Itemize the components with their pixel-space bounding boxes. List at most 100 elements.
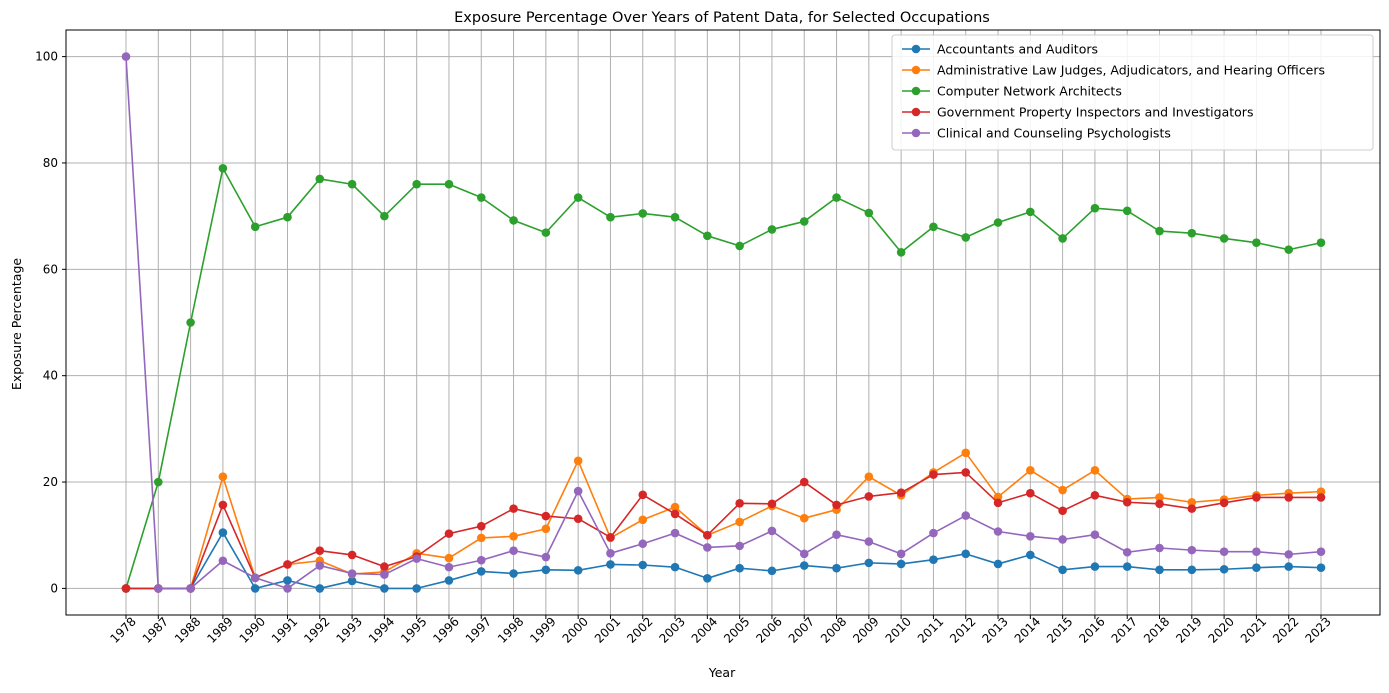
data-point [638, 515, 648, 525]
data-point [1219, 498, 1229, 508]
data-point [993, 498, 1003, 508]
data-point [1090, 203, 1100, 213]
data-point [606, 533, 615, 542]
data-point [541, 228, 551, 237]
data-point [1284, 562, 1294, 571]
data-point [1187, 504, 1197, 513]
data-point [1316, 547, 1326, 557]
data-point [509, 216, 518, 225]
data-point [896, 559, 906, 569]
data-point [799, 561, 809, 570]
data-point [961, 233, 971, 242]
data-point [1284, 245, 1294, 254]
data-point [1058, 565, 1067, 575]
data-point [347, 569, 357, 578]
legend-item: Administrative Law Judges, Adjudicators,… [902, 63, 1325, 78]
data-point [1155, 565, 1164, 575]
data-point [832, 500, 841, 510]
data-point [638, 490, 648, 500]
data-point [573, 456, 583, 466]
data-point [1122, 562, 1132, 571]
legend-item: Accountants and Auditors [902, 42, 1098, 57]
data-point [993, 218, 1003, 227]
data-point [735, 517, 744, 527]
data-point [1219, 234, 1229, 243]
data-point [767, 566, 777, 576]
data-point [864, 492, 874, 501]
legend-label: Computer Network Architects [937, 84, 1122, 99]
data-point [444, 529, 454, 538]
legend-label: Accountants and Auditors [937, 42, 1098, 57]
data-point [121, 584, 131, 593]
data-point [670, 509, 680, 519]
data-point [1026, 531, 1035, 541]
data-point [703, 530, 712, 540]
data-point [1155, 226, 1164, 236]
data-point [283, 560, 292, 569]
legend-swatch-marker [911, 44, 921, 54]
data-point [929, 222, 938, 232]
x-axis-label: Year [708, 665, 736, 680]
data-point [476, 521, 486, 531]
data-point [444, 576, 454, 585]
data-point [476, 555, 486, 565]
data-point [541, 565, 551, 575]
data-point [703, 231, 712, 241]
data-point [315, 584, 325, 593]
data-point [509, 504, 518, 513]
data-point [961, 448, 971, 458]
data-point [250, 222, 260, 232]
data-point [444, 553, 454, 563]
data-point [283, 576, 292, 585]
data-point [573, 514, 583, 524]
data-point [1090, 466, 1100, 475]
data-point [573, 566, 583, 575]
legend-swatch-marker [911, 107, 921, 117]
data-point [832, 530, 841, 539]
series-line [126, 531, 1322, 590]
data-point [283, 584, 292, 593]
data-point [1026, 550, 1035, 560]
data-point [799, 217, 809, 226]
data-point [896, 248, 906, 257]
data-point [218, 163, 228, 173]
legend-label: Government Property Inspectors and Inves… [937, 105, 1253, 120]
legend: Accountants and Auditors Administrative L… [891, 34, 1374, 151]
data-point [961, 468, 971, 477]
data-point [799, 477, 809, 487]
data-point [218, 556, 228, 566]
data-point [1155, 493, 1164, 502]
data-point [1316, 563, 1326, 572]
data-point [1252, 238, 1261, 248]
data-point [1122, 206, 1132, 216]
data-point [1252, 563, 1261, 572]
y-tick-label: 0 [50, 581, 58, 595]
data-point [186, 584, 195, 593]
data-point [735, 563, 744, 573]
data-point [1284, 493, 1294, 502]
data-point [573, 193, 583, 202]
data-point [638, 539, 648, 549]
legend-swatch-marker [911, 128, 921, 138]
y-tick-label: 60 [43, 262, 58, 276]
data-point [1219, 547, 1229, 557]
data-point [218, 500, 228, 510]
data-point [412, 584, 421, 593]
chart-title: Exposure Percentage Over Years of Patent… [454, 10, 990, 26]
data-point [315, 561, 325, 570]
data-point [509, 531, 518, 541]
series-4 [121, 52, 1326, 593]
data-point [1284, 550, 1294, 559]
data-point [638, 209, 648, 218]
data-point [1058, 506, 1067, 516]
data-point [1187, 545, 1197, 555]
data-point [606, 549, 615, 558]
legend-item: Computer Network Architects [902, 84, 1122, 99]
data-point [864, 472, 874, 482]
data-point [896, 488, 906, 497]
data-point [606, 212, 615, 222]
data-point [929, 528, 938, 538]
data-point [1090, 562, 1100, 571]
data-point [476, 193, 486, 202]
